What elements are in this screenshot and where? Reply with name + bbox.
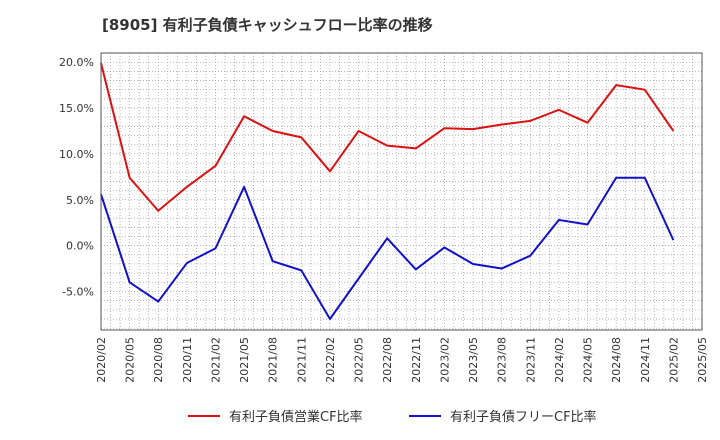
legend-label-2: 有利子負債フリーCF比率 — [450, 409, 597, 425]
x-tick-label: 2024/08 — [610, 337, 623, 383]
x-tick-label: 2023/08 — [496, 337, 509, 383]
x-tick-label: 2021/05 — [238, 337, 251, 383]
grid — [101, 52, 702, 330]
x-tick-label: 2022/02 — [324, 337, 337, 383]
x-tick-label: 2021/02 — [209, 337, 222, 383]
x-tick-label: 2024/05 — [582, 337, 595, 383]
x-tick-label: 2023/02 — [438, 337, 451, 383]
y-tick-label: 5.0% — [66, 194, 94, 207]
x-tick-label: 2020/11 — [181, 337, 194, 383]
x-tick-label: 2021/11 — [295, 337, 308, 383]
x-tick-label: 2023/05 — [467, 337, 480, 383]
x-tick-label: 2024/11 — [639, 337, 652, 383]
x-tick-label: 2022/11 — [410, 337, 423, 383]
x-tick-label: 2024/02 — [553, 337, 566, 383]
y-tick-label: 15.0% — [59, 102, 94, 115]
x-tick-label: 2020/08 — [152, 337, 165, 383]
x-tick-label: 2021/08 — [267, 337, 280, 383]
chart-title: [8905] 有利子負債キャッシュフロー比率の推移 — [102, 16, 433, 34]
x-tick-label: 2025/02 — [667, 337, 680, 383]
legend-label-1: 有利子負債営業CF比率 — [229, 409, 363, 425]
y-axis-ticks: 20.0% 15.0% 10.0% 5.0% 0.0% -5.0% — [59, 56, 94, 298]
series-lines — [100, 62, 675, 320]
y-tick-label: -5.0% — [62, 285, 94, 298]
x-tick-label: 2022/08 — [381, 337, 394, 383]
series-line-2 — [100, 176, 675, 320]
plot-frame — [100, 52, 703, 331]
x-tick-label: 2020/02 — [95, 337, 108, 383]
x-tick-label: 2023/11 — [524, 337, 537, 383]
x-axis-ticks: 2020/02 2020/05 2020/08 2020/11 2021/02 2021/… — [95, 337, 709, 383]
y-tick-label: 0.0% — [66, 240, 94, 253]
y-tick-label: 10.0% — [59, 148, 94, 161]
x-tick-label: 2020/05 — [124, 337, 137, 383]
series-line-1 — [100, 62, 675, 212]
legend: 有利子負債営業CF比率 有利子負債フリーCF比率 — [188, 409, 597, 425]
x-tick-label: 2025/05 — [696, 337, 709, 383]
y-tick-label: 20.0% — [59, 56, 94, 69]
x-tick-label: 2022/05 — [353, 337, 366, 383]
